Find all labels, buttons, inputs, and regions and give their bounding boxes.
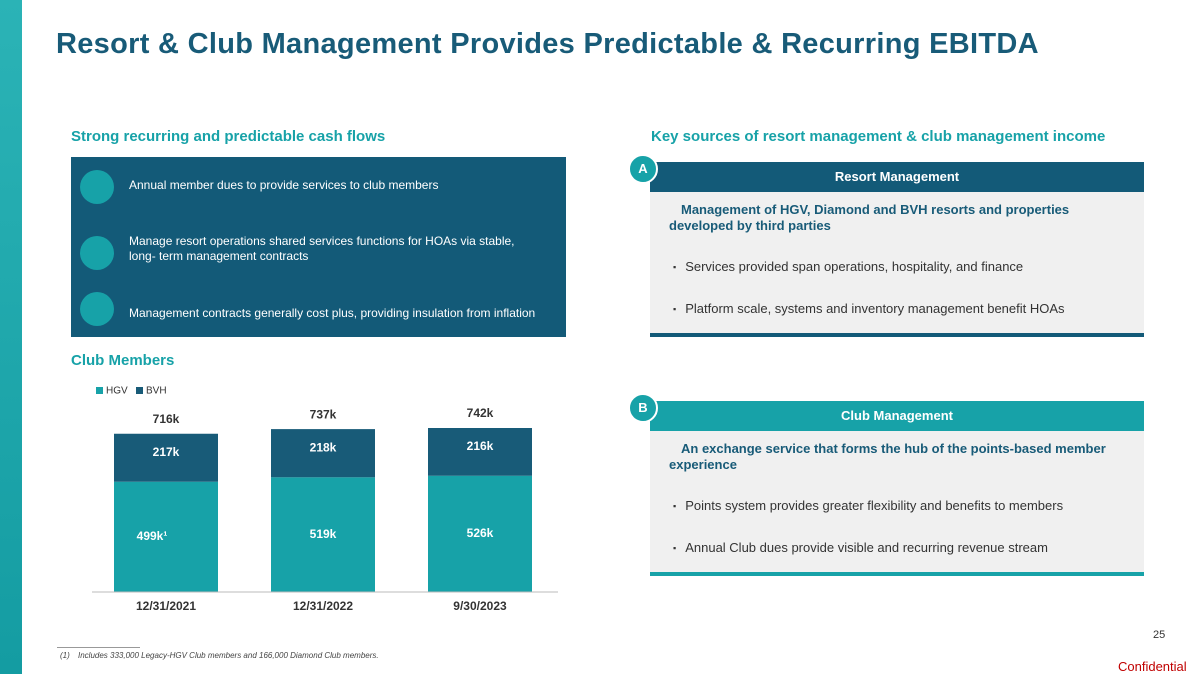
legend-label: BVH xyxy=(146,386,167,397)
bullet: Services provided span operations, hospi… xyxy=(673,259,1023,274)
panel-item: Manage resort operations shared services… xyxy=(129,234,515,263)
section-body: Management of HGV, Diamond and BVH resor… xyxy=(650,192,1144,337)
bar-value-label: 216k xyxy=(467,439,494,453)
cash-flow-panel xyxy=(71,157,566,337)
bar-segment xyxy=(114,433,218,482)
footnote: Includes 333,000 Legacy-HGV Club members… xyxy=(78,651,379,660)
right-heading: Key sources of resort management & club … xyxy=(651,128,1106,145)
section-lead: Management of HGV, Diamond and BVH resor… xyxy=(669,202,1070,233)
bar-total-label: 716k xyxy=(153,412,180,426)
bar-value-label: 217k xyxy=(153,445,180,459)
panel-item: Management contracts generally cost plus… xyxy=(129,306,536,320)
x-tick-label: 12/31/2022 xyxy=(293,599,353,613)
slide-title: Resort & Club Management Provides Predic… xyxy=(56,28,1039,60)
club-members-heading: Club Members xyxy=(71,352,175,369)
bar-segment xyxy=(271,429,375,478)
bar-segment xyxy=(428,428,532,476)
bullet: Platform scale, systems and inventory ma… xyxy=(673,301,1064,316)
left-heading: Strong recurring and predictable cash fl… xyxy=(71,128,386,145)
bar-value-label: 218k xyxy=(310,440,337,454)
footnote-rule xyxy=(57,647,140,648)
footnote-marker: (1) xyxy=(60,651,70,660)
bullet: Annual Club dues provide visible and rec… xyxy=(673,540,1048,555)
icon xyxy=(80,170,114,204)
x-tick-label: 9/30/2023 xyxy=(453,599,507,613)
bar-total-label: 737k xyxy=(310,407,337,421)
page-number: 25 xyxy=(1153,629,1166,641)
bar-segment xyxy=(271,477,375,592)
bar-value-label: 499k¹ xyxy=(137,529,168,543)
side-stripe xyxy=(0,0,22,674)
icon xyxy=(80,292,114,326)
legend-label: HGV xyxy=(106,386,128,397)
bar-segment xyxy=(428,475,532,592)
section-badge: A xyxy=(628,154,658,184)
section-body: An exchange service that forms the hub o… xyxy=(650,431,1144,576)
bar-value-label: 526k xyxy=(467,526,494,540)
bar-total-label: 742k xyxy=(467,406,494,420)
section-lead: An exchange service that forms the hub o… xyxy=(669,441,1106,472)
x-tick-label: 12/31/2021 xyxy=(136,599,196,613)
bullet: Points system provides greater flexibili… xyxy=(673,498,1063,513)
section-badge: B xyxy=(628,393,658,423)
section-header: Resort Management xyxy=(650,162,1144,192)
icon xyxy=(80,236,114,270)
bar-value-label: 519k xyxy=(310,527,337,541)
section-header: Club Management xyxy=(650,401,1144,431)
panel-item: Annual member dues to provide services t… xyxy=(129,178,439,192)
legend-swatch xyxy=(136,387,143,394)
confidential: Confidential xyxy=(1118,659,1187,674)
bar-segment xyxy=(114,481,218,592)
legend-swatch xyxy=(96,387,103,394)
